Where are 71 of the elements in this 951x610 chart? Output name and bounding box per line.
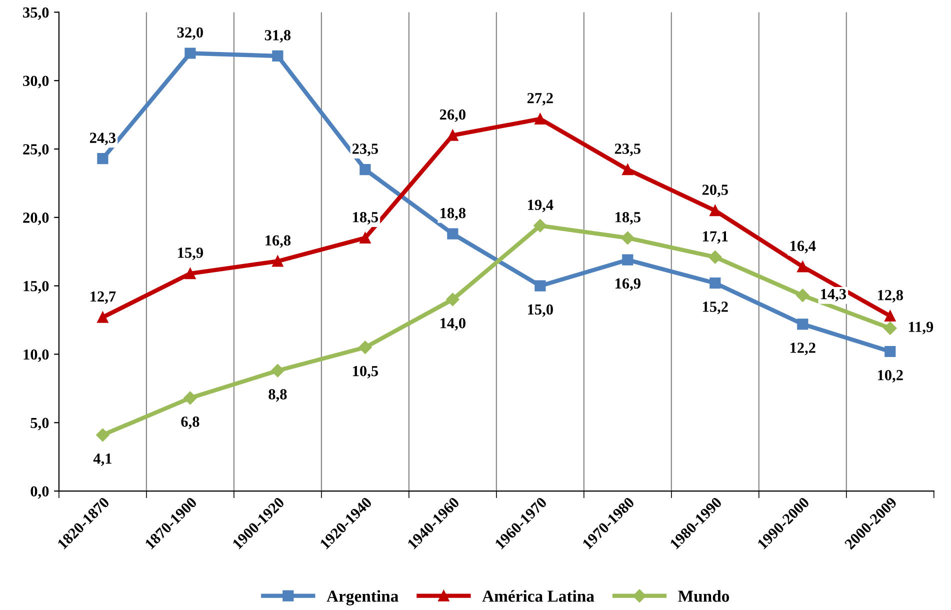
legend-label: Mundo	[678, 590, 730, 602]
data-label: 17,1	[703, 231, 728, 244]
data-label: 23,5	[352, 144, 378, 156]
data-label: 12,2	[790, 342, 816, 356]
data-label: 31,8	[264, 30, 291, 43]
point	[446, 292, 460, 306]
point	[271, 364, 284, 378]
data-label: 10,2	[878, 370, 903, 383]
y-tick-label: 15,0	[24, 280, 49, 294]
data-label: 32,0	[177, 27, 203, 40]
data-label: 20,5	[702, 184, 728, 198]
point	[184, 268, 196, 280]
y-tick-label: 0,0	[30, 486, 49, 499]
point	[884, 322, 897, 335]
data-label: 11,9	[908, 322, 934, 334]
data-label: 15,0	[528, 304, 553, 317]
data-label: 14,3	[821, 288, 846, 302]
point	[797, 318, 808, 330]
y-tick-label: 10,0	[24, 349, 49, 362]
point	[447, 228, 458, 240]
point	[797, 261, 808, 272]
point	[447, 130, 458, 141]
data-label: 12,8	[878, 290, 903, 303]
data-label: 6,8	[181, 416, 200, 430]
data-label: 10,5	[353, 366, 378, 378]
point	[358, 340, 372, 354]
y-tick-label: 25,0	[23, 144, 49, 157]
point	[534, 113, 546, 124]
data-label: 16,9	[616, 278, 640, 291]
y-tick-label: 30,0	[23, 76, 49, 88]
data-label: 27,2	[527, 93, 553, 106]
point	[360, 164, 371, 176]
point	[710, 278, 721, 289]
point	[96, 428, 110, 442]
legend-label: Argentina	[326, 590, 398, 606]
y-tick-label: 5,0	[30, 418, 49, 430]
point	[534, 219, 547, 232]
point	[710, 205, 721, 216]
point	[622, 254, 634, 266]
point	[534, 280, 546, 292]
point	[184, 391, 197, 405]
data-label: 26,0	[440, 109, 466, 122]
point	[622, 164, 634, 176]
point	[708, 250, 722, 264]
data-label: 16,4	[790, 240, 816, 254]
data-label: 15,9	[178, 248, 204, 260]
data-label: 18,5	[616, 212, 640, 225]
point	[884, 346, 896, 358]
point	[796, 288, 810, 302]
data-label: 14,0	[440, 318, 466, 331]
y-tick-label: 35,0	[23, 7, 49, 20]
data-label: 24,3	[90, 132, 116, 146]
point	[621, 231, 634, 245]
y-tick-label: 20,0	[23, 212, 49, 226]
data-label: 8,8	[268, 389, 287, 402]
data-label: 16,8	[266, 235, 291, 248]
data-label: 19,4	[528, 200, 554, 212]
data-label: 4,1	[93, 454, 112, 466]
point	[184, 48, 196, 59]
point	[884, 310, 896, 322]
point	[272, 256, 284, 267]
data-label: 18,8	[440, 208, 466, 220]
point	[360, 232, 371, 244]
point	[272, 50, 284, 62]
data-label: 12,7	[90, 291, 116, 304]
point	[97, 312, 108, 323]
legend-label: América Latina	[482, 590, 594, 602]
data-label: 18,5	[353, 212, 378, 225]
data-label: 23,5	[614, 144, 640, 156]
data-label: 15,2	[703, 302, 728, 314]
point	[97, 153, 108, 164]
